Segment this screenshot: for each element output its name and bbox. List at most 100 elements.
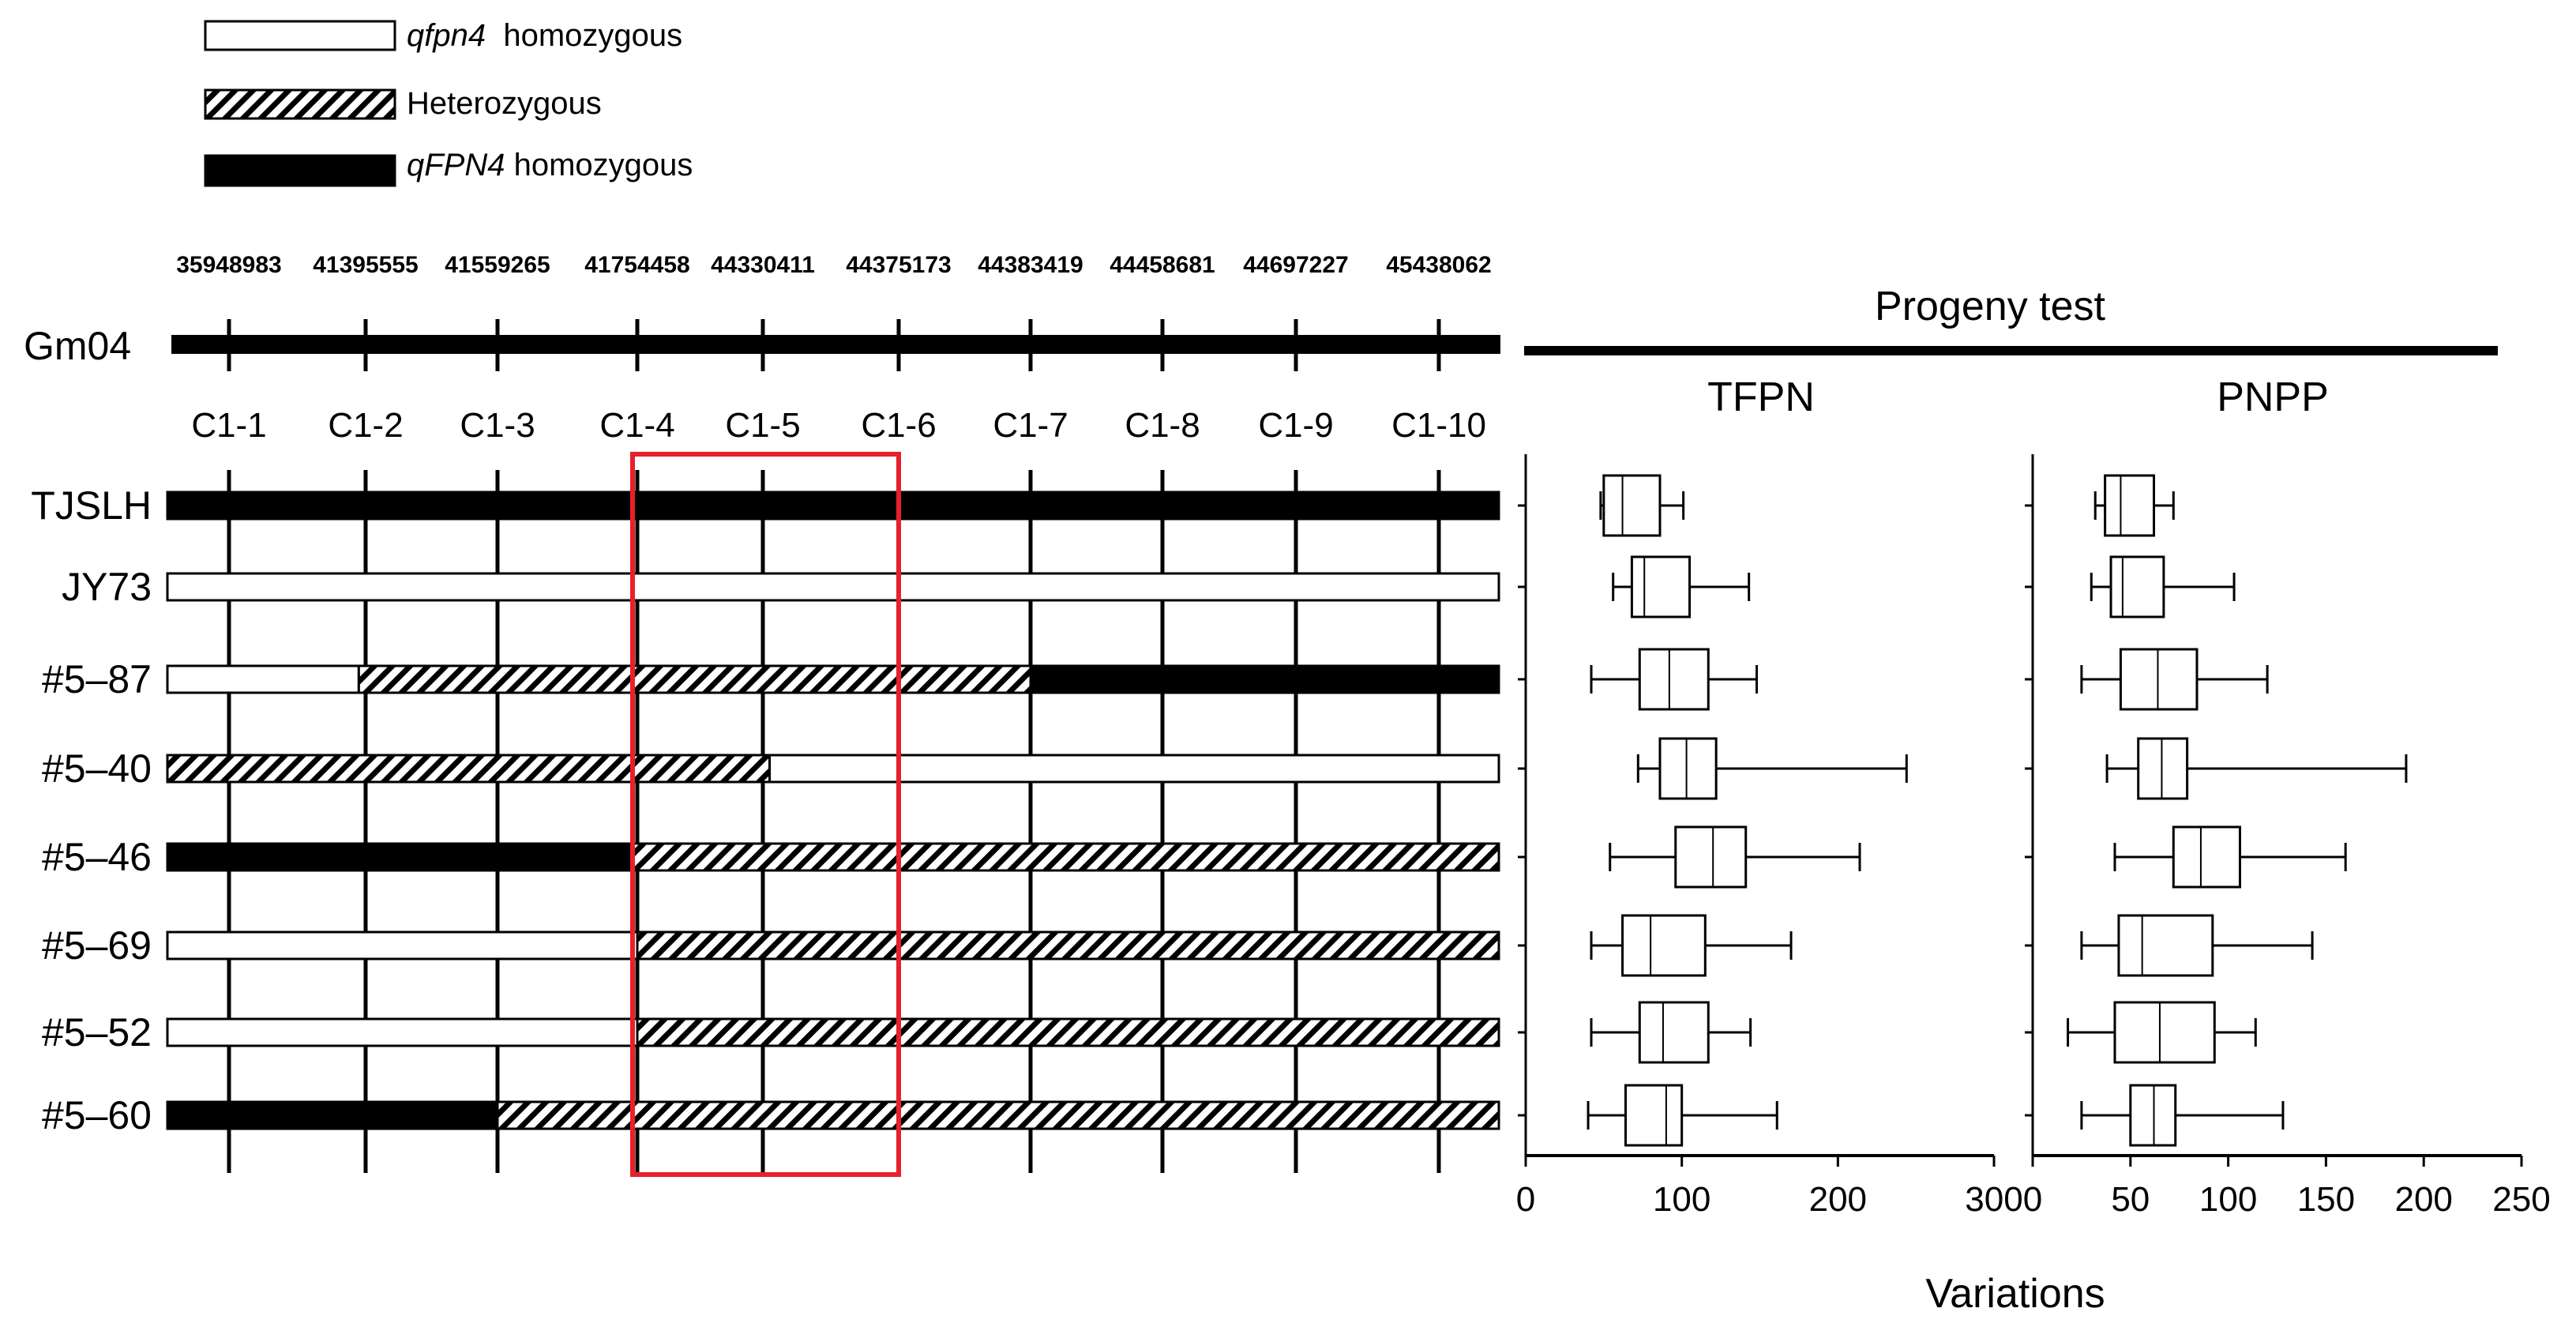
svg-text:qfpn4 homozygous: qfpn4 homozygous (407, 18, 682, 53)
legend-hatched-text: Heterozygous (407, 86, 602, 121)
marker-label: C1-2 (328, 406, 403, 445)
line-name: #5–52 (42, 1010, 152, 1054)
x-tick-label: 100 (1653, 1180, 1710, 1219)
genotype-row: #5–60 (42, 1093, 1500, 1137)
iqr-box (1621, 914, 1707, 977)
iqr-box (2113, 1001, 2216, 1064)
x-tick-label: 0 (1516, 1180, 1535, 1219)
genotype-segment-hatched (636, 930, 1500, 960)
position-label: 44375173 (846, 252, 951, 278)
boxplot-box (2080, 648, 2269, 711)
iqr-box (1674, 825, 1748, 889)
genotype-segment-open (166, 572, 1500, 602)
genotype-segment-solid (166, 842, 632, 872)
genotype-segment-open (166, 930, 639, 960)
position-label: 44383419 (978, 252, 1083, 278)
genotype-segment-solid (166, 491, 1500, 521)
boxplot-panel-tfpn: TFPN 0 100 200 300 (1516, 374, 2023, 1219)
position-label: 41754458 (584, 252, 689, 278)
position-label: 44697227 (1243, 252, 1348, 278)
iqr-box (1638, 1001, 1710, 1064)
legend-solid-text: homozygous (505, 148, 693, 182)
legend-solid: qFPN4 homozygous (204, 148, 693, 187)
position-label: 45438062 (1386, 252, 1491, 278)
chromosome-label: Gm04 (24, 324, 131, 368)
marker-label: C1-8 (1125, 406, 1200, 445)
iqr-box (2172, 825, 2241, 889)
legend-open-italic: qfpn4 (407, 18, 486, 53)
legend-hatched: Heterozygous (204, 86, 602, 121)
marker-label: C1-5 (725, 406, 800, 445)
panel-title: PNPP (2217, 374, 2329, 420)
genotype-row: #5–40 (42, 746, 1500, 791)
genotype-segment-hatched (636, 1017, 1500, 1047)
legend-solid-italic: qFPN4 (407, 148, 505, 182)
genotype-segment-solid (166, 1100, 499, 1130)
line-name: #5–46 (42, 835, 152, 879)
progeny-test-title: Progeny test (1875, 284, 2105, 329)
line-name: #5–40 (42, 746, 152, 791)
boxplot-box (2080, 1084, 2285, 1147)
line-name: #5–60 (42, 1093, 152, 1137)
line-name: #5–69 (42, 923, 152, 968)
svg-text:Heterozygous: Heterozygous (407, 86, 602, 121)
genotype-segment-open (166, 1017, 639, 1047)
iqr-box (1658, 737, 1718, 800)
iqr-box (1624, 1084, 1684, 1147)
chromosome-ticks (227, 319, 1441, 371)
legend: qfpn4 homozygous Heterozygous qFPN4 homo… (204, 18, 693, 187)
boxplot-box (2113, 825, 2347, 889)
iqr-box (1630, 555, 1692, 618)
genotype-row: #5–69 (42, 923, 1500, 968)
boxplot-box (1609, 825, 1861, 889)
chromosome-map: Gm04 35948983 41395555 41559265 41754458 443… (24, 252, 1500, 445)
iqr-box (2129, 1084, 2177, 1147)
boxplot-box (2105, 737, 2408, 800)
genotype-segment-hatched (496, 1100, 1500, 1130)
marker-labels: C1-1 C1-2 C1-3 C1-4 C1-5 C1-6 C1-7 C1-8 C1-9 C1-1… (191, 406, 1486, 445)
boxplot-box (1587, 1084, 1778, 1147)
iqr-box (1638, 648, 1710, 711)
genotype-row: #5–46 (42, 835, 1500, 879)
genotype-segment-hatched (166, 754, 772, 784)
svg-text:qFPN4 homozygous: qFPN4 homozygous (407, 148, 693, 182)
boxplot-box (2093, 474, 2175, 537)
position-label: 35948983 (176, 252, 281, 278)
position-label: 44458681 (1110, 252, 1215, 278)
boxplot-box (1590, 914, 1793, 977)
chromosome-bar (171, 335, 1500, 354)
x-tick-label: 0 (2023, 1180, 2042, 1219)
genotype-segment-open (166, 664, 360, 694)
line-name: JY73 (62, 565, 152, 609)
marker-label: C1-7 (993, 406, 1068, 445)
x-tick-label: 200 (1809, 1180, 1867, 1219)
iqr-box (2104, 474, 2156, 537)
progeny-test-rule (1524, 346, 2498, 355)
boxplot-box (1636, 737, 1908, 800)
line-name: TJSLH (31, 483, 152, 528)
panel-title: TFPN (1707, 374, 1815, 420)
position-label: 44330411 (711, 252, 815, 278)
x-tick-label: 250 (2492, 1180, 2550, 1219)
marker-label: C1-3 (460, 406, 535, 445)
position-label: 41559265 (445, 252, 550, 278)
iqr-box (2137, 737, 2189, 800)
boxplot-box (1590, 648, 1759, 711)
boxplot-box (2067, 1001, 2257, 1064)
genotype-segment-solid (1029, 664, 1500, 694)
iqr-box (1602, 474, 1662, 537)
boxplot-box (1590, 1001, 1752, 1064)
boxplot-panel-pnpp: PNPP 0 50 100 150 200 250 (2023, 374, 2551, 1219)
marker-label: C1-10 (1391, 406, 1486, 445)
x-tick-label: 100 (2199, 1180, 2257, 1219)
marker-label: C1-4 (599, 406, 674, 445)
marker-label: C1-9 (1258, 406, 1333, 445)
legend-swatch-open (204, 20, 396, 51)
genotype-segment-hatched (357, 664, 1032, 694)
genotype-row: TJSLH (31, 483, 1500, 528)
iqr-box (2117, 914, 2214, 977)
x-tick-label: 50 (2111, 1180, 2150, 1219)
marker-label: C1-6 (861, 406, 936, 445)
boxplot-panels: TFPN 0 100 200 300 PNPP 0 50 100 150 200 250 (1516, 374, 2551, 1219)
genotype-segment-open (768, 754, 1500, 784)
